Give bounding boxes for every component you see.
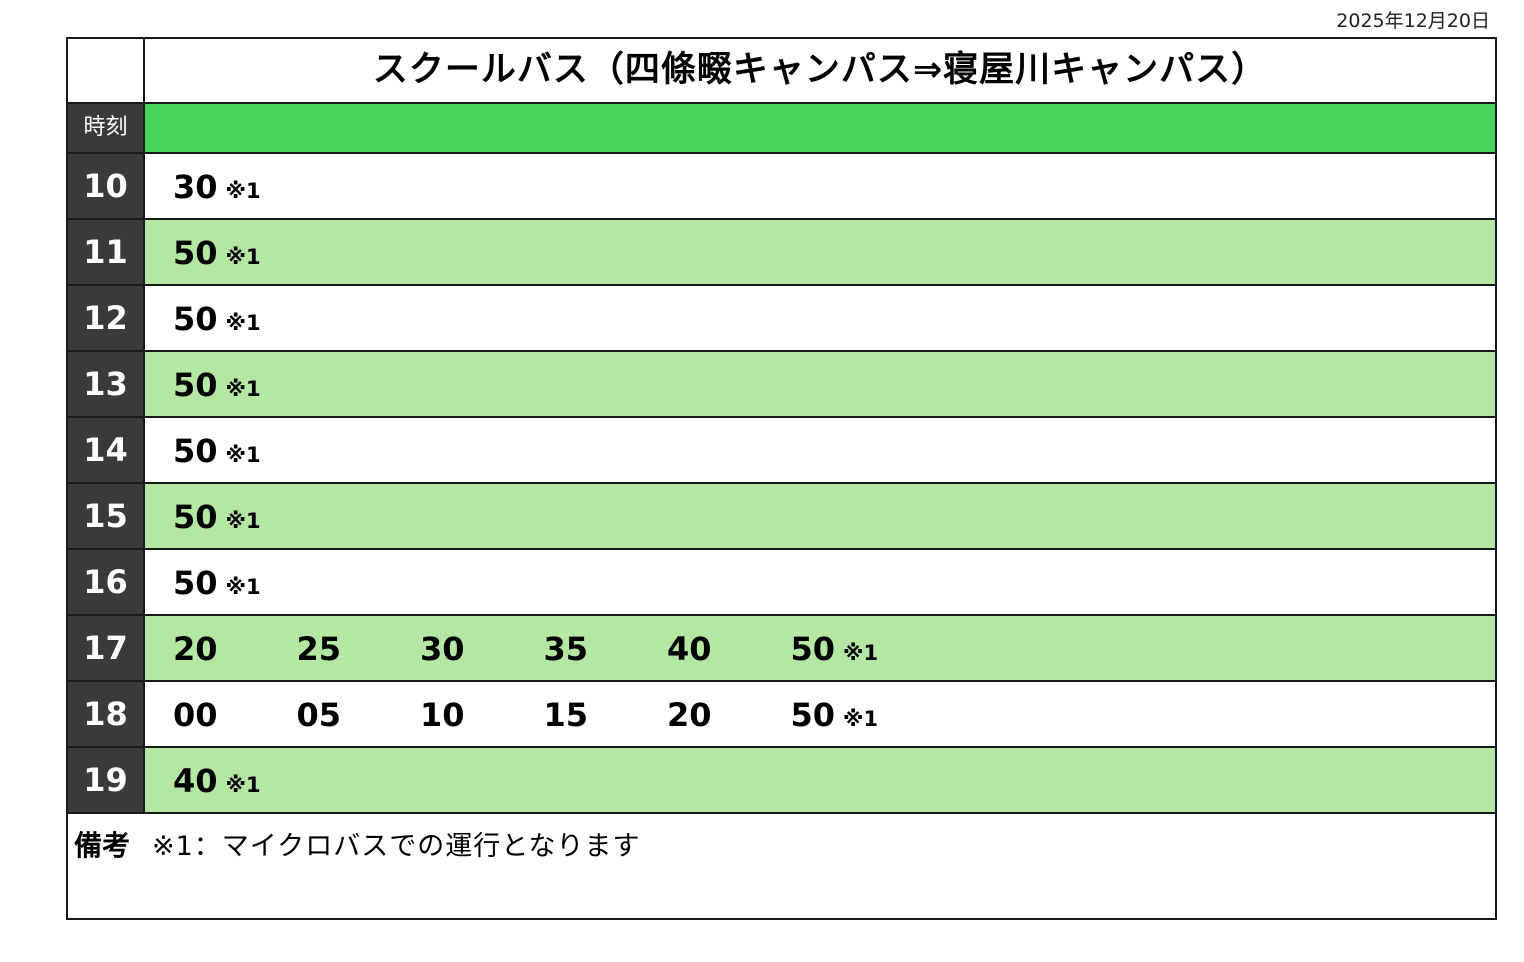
minute-value: 50 (173, 234, 218, 272)
departure-minute: 20 (173, 616, 218, 680)
minute-note: ※1 (225, 575, 261, 599)
minute-value: 50 (790, 630, 836, 668)
timetable-row: 14 50 ※1 (68, 418, 1495, 484)
minutes-cell: 50 ※1 (145, 286, 1495, 350)
departure-minute: 35 (544, 616, 589, 680)
departure-minute: 50 ※1 (791, 682, 879, 746)
minute-value: 30 (420, 630, 465, 668)
timetable-row: 18 00 05 10 15 20 50 ※1 (68, 682, 1495, 748)
timetable-row: 12 50 ※1 (68, 286, 1495, 352)
minute-value: 35 (543, 630, 589, 668)
departure-minute: 50 ※1 (791, 616, 879, 680)
minute-note: ※1 (843, 641, 879, 665)
hour-cell: 10 (68, 154, 145, 218)
hour-cell: 17 (68, 616, 145, 680)
timetable-rows: 10 30 ※1 11 50 ※1 12 50 ※1 13 50 ※1 14 50 ※1 15 50 ※1 16 50… (68, 154, 1495, 814)
hour-cell: 19 (68, 748, 145, 812)
minute-note: ※1 (225, 245, 261, 269)
minute-note: ※1 (843, 707, 879, 731)
minute-value: 05 (296, 696, 342, 734)
departure-minute: 50 ※1 (173, 352, 261, 416)
minute-value: 50 (173, 498, 218, 536)
timetable-row: 11 50 ※1 (68, 220, 1495, 286)
minute-value: 20 (667, 696, 712, 734)
timetable-row: 10 30 ※1 (68, 154, 1495, 220)
departure-minute: 00 (173, 682, 218, 746)
minute-note: ※1 (225, 377, 261, 401)
minutes-cell: 50 ※1 (145, 550, 1495, 614)
minute-value: 00 (173, 696, 218, 734)
minutes-cell: 00 05 10 15 20 50 ※1 (145, 682, 1495, 746)
minute-value: 20 (173, 630, 218, 668)
minute-note: ※1 (225, 443, 261, 467)
departure-minute: 05 (297, 682, 342, 746)
minute-value: 30 (173, 168, 218, 206)
minute-value: 40 (667, 630, 712, 668)
header-row: 時刻 (68, 104, 1495, 154)
minutes-cell: 20 25 30 35 40 50 ※1 (145, 616, 1495, 680)
hour-cell: 16 (68, 550, 145, 614)
hour-cell: 11 (68, 220, 145, 284)
time-column-header: 時刻 (68, 104, 145, 152)
issue-date: 2025年12月20日 (1336, 10, 1490, 32)
minutes-cell: 50 ※1 (145, 484, 1495, 548)
timetable-row: 15 50 ※1 (68, 484, 1495, 550)
departure-minute: 50 ※1 (173, 286, 261, 350)
departure-minute: 15 (544, 682, 589, 746)
departure-minute: 20 (667, 682, 712, 746)
remarks-label: 備考 (74, 829, 131, 862)
hour-cell: 18 (68, 682, 145, 746)
departure-minute: 40 ※1 (173, 748, 261, 812)
timetable-title: スクールバス（四條畷キャンパス⇒寝屋川キャンパス） (372, 50, 1268, 90)
minute-note: ※1 (225, 509, 261, 533)
hour-cell: 12 (68, 286, 145, 350)
minutes-cell: 50 ※1 (145, 220, 1495, 284)
remarks-section: 備考 ※1：マイクロバスでの運行となります (68, 814, 1495, 918)
minute-value: 50 (173, 564, 218, 602)
departure-minute: 30 (420, 616, 465, 680)
remarks-text: ※1：マイクロバスでの運行となります (152, 831, 641, 862)
minutes-cell: 50 ※1 (145, 418, 1495, 482)
minute-value: 40 (173, 762, 218, 800)
departure-minute: 50 ※1 (173, 484, 261, 548)
hour-cell: 14 (68, 418, 145, 482)
timetable-row: 13 50 ※1 (68, 352, 1495, 418)
minutes-cell: 50 ※1 (145, 352, 1495, 416)
minute-note: ※1 (225, 773, 261, 797)
timetable-row: 16 50 ※1 (68, 550, 1495, 616)
hour-cell: 15 (68, 484, 145, 548)
minute-value: 50 (173, 432, 218, 470)
minute-value: 10 (420, 696, 465, 734)
minute-value: 50 (173, 366, 218, 404)
departure-minute: 25 (297, 616, 342, 680)
bus-timetable: スクールバス（四條畷キャンパス⇒寝屋川キャンパス） 時刻 10 30 ※1 11 50 ※… (66, 37, 1497, 920)
minutes-cell: 30 ※1 (145, 154, 1495, 218)
minute-value: 50 (790, 696, 836, 734)
minute-note: ※1 (225, 179, 261, 203)
departure-minute: 40 (667, 616, 712, 680)
timetable-row: 17 20 25 30 35 40 50 ※1 (68, 616, 1495, 682)
departure-minute: 10 (420, 682, 465, 746)
timetable-row: 19 40 ※1 (68, 748, 1495, 814)
departure-minute: 30 ※1 (173, 154, 261, 218)
hour-cell: 13 (68, 352, 145, 416)
title-row: スクールバス（四條畷キャンパス⇒寝屋川キャンパス） (68, 39, 1495, 104)
minute-value: 50 (173, 300, 218, 338)
minute-note: ※1 (225, 311, 261, 335)
departure-minute: 50 ※1 (173, 220, 261, 284)
title-corner-cell (68, 39, 145, 102)
minute-value: 15 (543, 696, 589, 734)
minute-value: 25 (296, 630, 342, 668)
header-band (145, 104, 1495, 152)
departure-minute: 50 ※1 (173, 550, 261, 614)
minutes-cell: 40 ※1 (145, 748, 1495, 812)
departure-minute: 50 ※1 (173, 418, 261, 482)
